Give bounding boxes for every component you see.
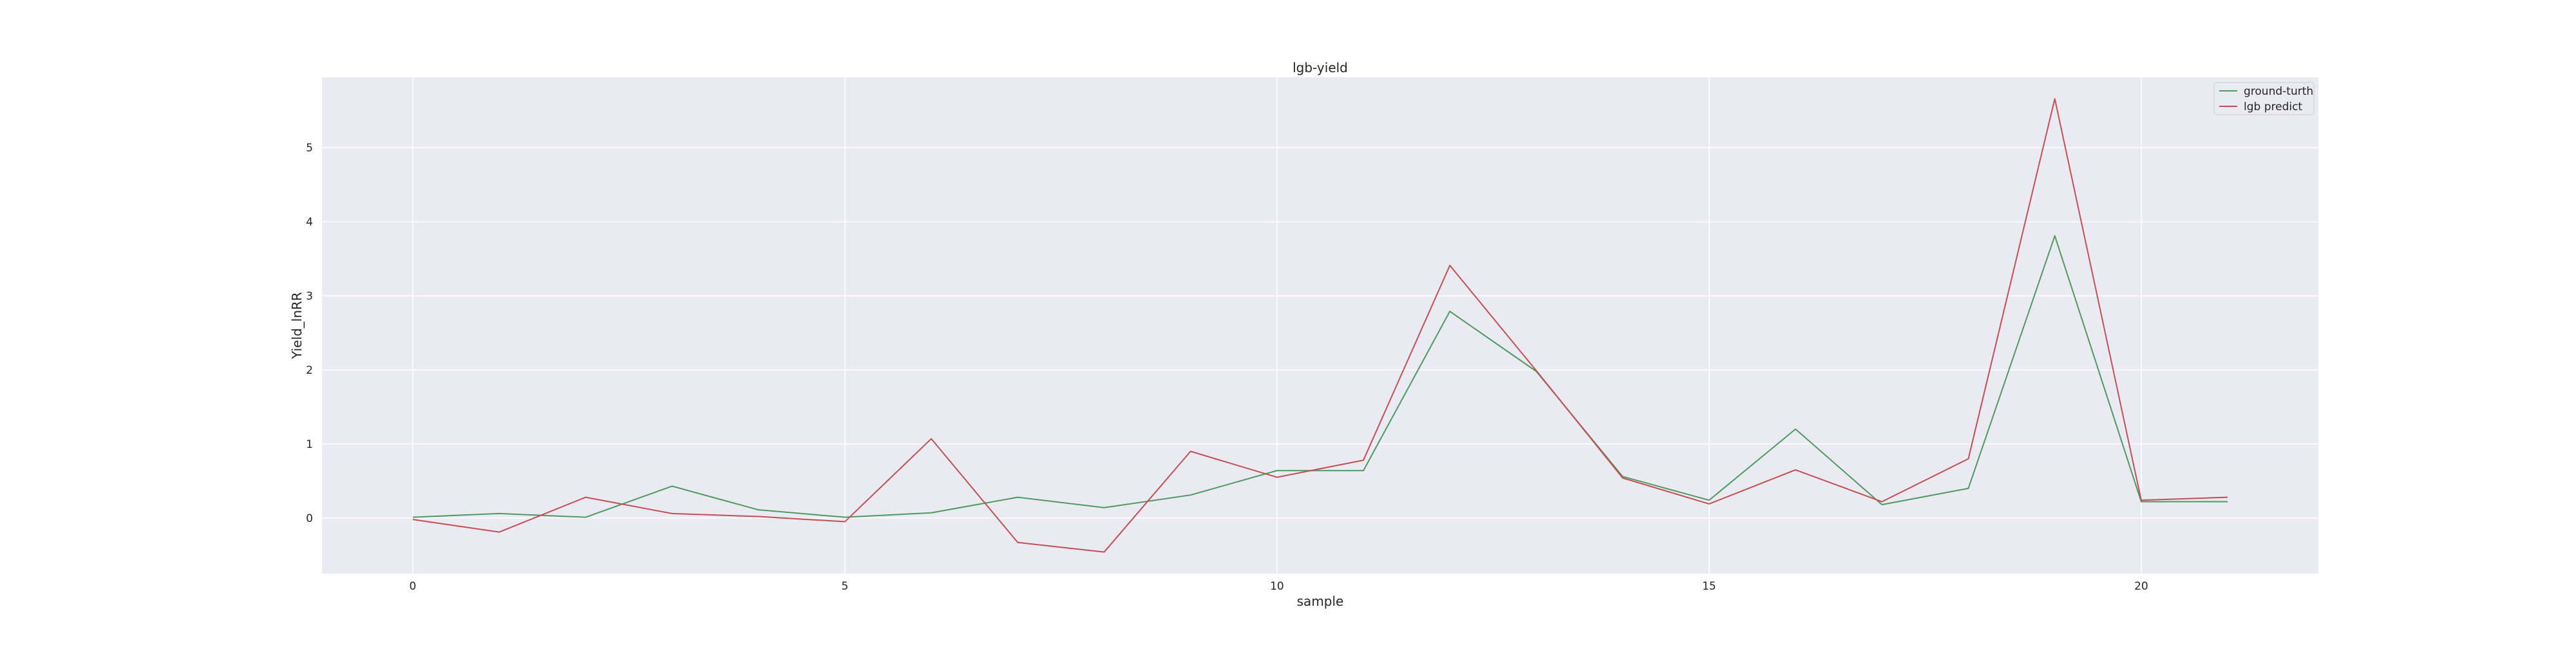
x-tick-label: 0 bbox=[409, 580, 416, 593]
series-line-ground-turth bbox=[412, 235, 2228, 518]
legend-label-lgb-predict: lgb predict bbox=[2244, 101, 2302, 113]
chart-title: lgb-yield bbox=[1293, 60, 1348, 75]
x-axis-label: sample bbox=[1297, 594, 1344, 609]
series-lines bbox=[412, 98, 2228, 553]
y-tick-label: 2 bbox=[306, 364, 313, 377]
legend: ground-turth lgb predict bbox=[2213, 82, 2315, 115]
x-tick-label: 15 bbox=[1702, 580, 1716, 593]
plot-background bbox=[322, 77, 2318, 574]
legend-box bbox=[2213, 82, 2315, 115]
y-tick-label: 5 bbox=[306, 142, 313, 155]
y-tick-label: 4 bbox=[306, 216, 313, 229]
x-tick-label: 5 bbox=[841, 580, 848, 593]
grid-lines bbox=[322, 77, 2318, 574]
x-tick-label: 10 bbox=[1270, 580, 1284, 593]
y-tick-label: 0 bbox=[306, 512, 313, 525]
y-tick-label: 1 bbox=[306, 438, 313, 451]
tick-labels: 0 5 10 15 20 0 1 2 3 4 5 bbox=[306, 142, 2148, 593]
legend-label-ground-turth: ground-turth bbox=[2244, 85, 2313, 98]
y-tick-label: 3 bbox=[306, 290, 313, 303]
y-axis-label: Yield_lnRR bbox=[289, 292, 305, 360]
x-tick-label: 20 bbox=[2134, 580, 2148, 593]
series-line-lgb-predict bbox=[412, 98, 2228, 553]
